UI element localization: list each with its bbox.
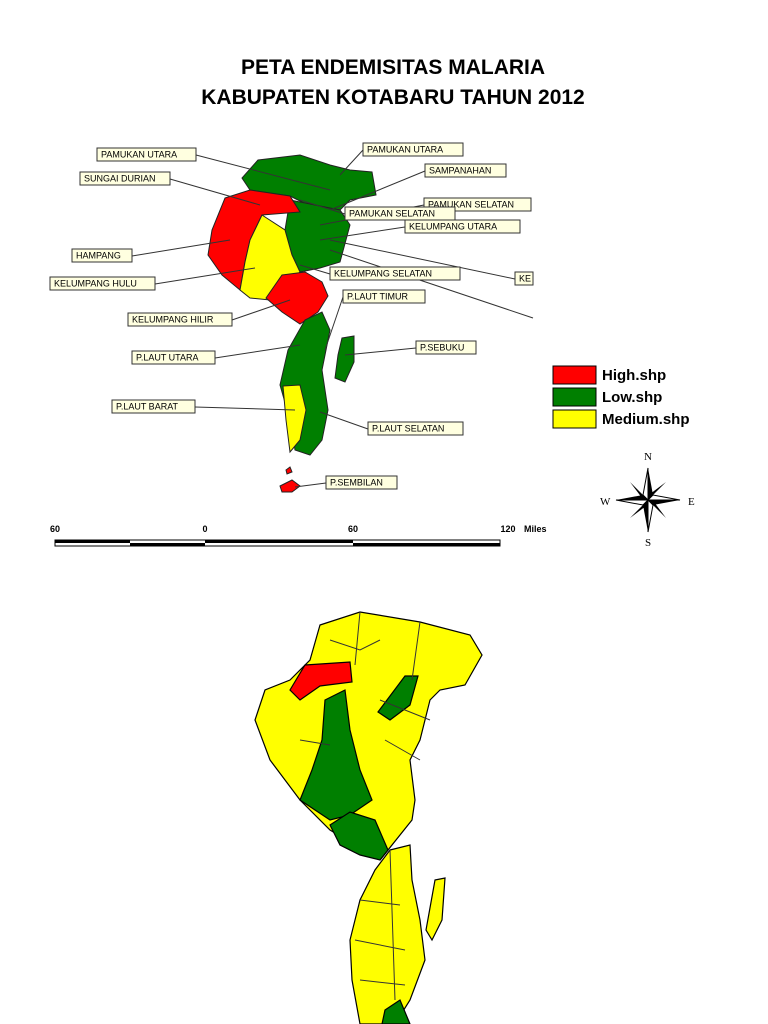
label-text: KELUMPANG HILIR — [132, 314, 214, 324]
compass-label: S — [645, 537, 651, 549]
region — [329, 811, 389, 861]
label-text: P.SEBUKU — [420, 342, 464, 352]
label-box — [344, 206, 456, 221]
label-text: KELUMPANG HULU — [54, 278, 137, 288]
region — [334, 335, 355, 383]
scale-unit: Miles — [524, 524, 547, 534]
label-text: SAMPANAHAN — [429, 165, 491, 175]
district-label: PAMUKAN UTARA — [362, 142, 464, 157]
district-label: PAMUKAN UTARA — [96, 147, 197, 162]
scale-label: 60 — [50, 524, 60, 534]
label-text: KELUMPANG SELATAN — [334, 268, 432, 278]
district-label: P.LAUT UTARA — [131, 350, 216, 365]
region — [282, 384, 307, 454]
compass-label: E — [688, 496, 695, 508]
district-label: KELUMPANG UTARA — [404, 219, 521, 234]
district-label: P.SEBUKU — [415, 340, 477, 355]
legend-label: Low.shp — [602, 389, 662, 406]
legend-swatch — [552, 387, 597, 407]
label-box — [514, 271, 534, 286]
region — [279, 479, 301, 493]
district-label: HAMPANG — [71, 248, 133, 263]
label-box — [404, 219, 521, 234]
district-label: P.LAUT TIMUR — [342, 289, 426, 304]
scale-label: 120 — [500, 524, 515, 534]
legend-swatch — [552, 365, 597, 385]
label-text: HAMPANG — [76, 250, 121, 260]
label-text: PAMUKAN SELATAN — [349, 208, 435, 218]
label-box — [342, 289, 426, 304]
label-box — [362, 142, 464, 157]
scale-bar: 60 0 60 120 Miles — [50, 524, 547, 547]
district-label: SAMPANAHAN — [424, 163, 507, 178]
label-box — [96, 147, 197, 162]
label-text: PAMUKAN UTARA — [101, 149, 177, 159]
district-label: KE — [514, 271, 534, 286]
label-box — [71, 248, 133, 263]
district-label: P.LAUT BARAT — [111, 399, 196, 414]
leader-lines — [131, 149, 534, 488]
region — [285, 466, 293, 475]
label-box — [325, 475, 398, 490]
label-box — [329, 266, 461, 281]
district-label: KELUMPANG SELATAN — [329, 266, 461, 281]
region — [381, 999, 411, 1024]
label-text: PAMUKAN SELATAN — [428, 199, 514, 209]
compass: N S E W — [600, 451, 695, 549]
label-box — [415, 340, 477, 355]
title: KABUPATEN KOTABARU TAHUN 2012 — [201, 86, 584, 109]
district-label: PAMUKAN SELATAN — [344, 206, 456, 221]
label-text: P.LAUT BARAT — [116, 401, 179, 411]
label-box — [79, 171, 171, 186]
label-box — [131, 350, 216, 365]
labels: PAMUKAN UTARA SUNGAI DURIAN HAMPANG KELUMPA… — [49, 142, 534, 490]
label-text: PAMUKAN UTARA — [367, 144, 443, 154]
label-text: P.LAUT SELATAN — [372, 423, 444, 433]
district-label: P.LAUT SELATAN — [367, 421, 464, 436]
region — [425, 877, 446, 942]
leader-line — [131, 149, 534, 488]
legend: High.shp Low.shp Medium.shp — [552, 365, 690, 429]
region — [265, 271, 329, 325]
label-text: KE — [519, 273, 531, 283]
label-text: KELUMPANG UTARA — [409, 221, 497, 231]
bottom-map — [254, 611, 483, 1024]
label-text: P.SEMBILAN — [330, 477, 383, 487]
district-label: SUNGAI DURIAN — [79, 171, 171, 186]
scale-label: 0 — [202, 524, 207, 534]
top-map — [207, 154, 377, 493]
label-text: P.LAUT UTARA — [136, 352, 199, 362]
label-box — [367, 421, 464, 436]
district-label: KELUMPANG HILIR — [127, 312, 233, 327]
compass-label: W — [600, 496, 611, 508]
legend-swatch — [552, 409, 597, 429]
label-text: P.LAUT TIMUR — [347, 291, 409, 301]
district-label: KELUMPANG HULU — [49, 276, 156, 291]
label-text: SUNGAI DURIAN — [84, 173, 156, 183]
label-box — [127, 312, 233, 327]
region — [289, 661, 353, 701]
label-box — [111, 399, 196, 414]
title: PETA ENDEMISITAS MALARIA — [241, 56, 545, 79]
district-label: P.SEMBILAN — [325, 475, 398, 490]
label-box — [424, 163, 507, 178]
compass-label: N — [644, 451, 652, 463]
legend-label: Medium.shp — [602, 411, 690, 428]
legend-label: High.shp — [602, 367, 666, 384]
region — [349, 844, 426, 1024]
scale-label: 60 — [348, 524, 358, 534]
region — [377, 675, 419, 721]
label-box — [49, 276, 156, 291]
